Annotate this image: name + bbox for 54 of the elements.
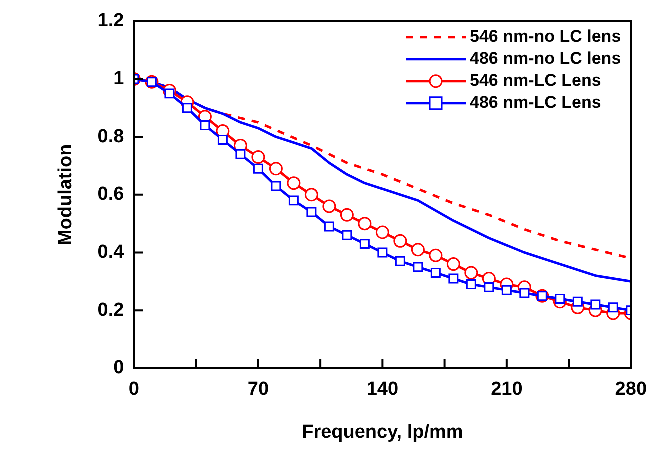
x-axis-title: Frequency, lp/mm [302, 422, 464, 443]
point [429, 248, 443, 262]
point [218, 134, 228, 145]
point [324, 222, 334, 232]
point [322, 200, 336, 214]
point [466, 280, 476, 290]
y-tick-label: 1 [114, 68, 125, 90]
point [376, 226, 390, 240]
y-tick-label: 0 [114, 358, 124, 379]
point [288, 196, 299, 206]
point [253, 164, 264, 174]
point [448, 274, 459, 284]
point [520, 288, 530, 298]
point [304, 188, 318, 202]
legend-label: 546 nm-LC Lens [470, 71, 602, 90]
x-tick-label: 70 [248, 379, 270, 400]
point [430, 268, 441, 278]
y-tick-label: 0.8 [98, 126, 124, 148]
point [446, 258, 460, 272]
y-tick-label: 1.2 [98, 10, 124, 32]
point [287, 176, 301, 190]
point [502, 285, 512, 296]
point [252, 150, 266, 164]
x-tick-label: 210 [491, 379, 523, 400]
y-tick-label: 0.6 [98, 184, 124, 206]
point [590, 300, 601, 310]
point [411, 243, 425, 257]
point [200, 120, 210, 130]
point [608, 302, 618, 313]
point [464, 266, 478, 280]
point [342, 230, 352, 240]
x-tick-label: 140 [366, 379, 399, 400]
point [572, 296, 583, 307]
point [236, 149, 246, 160]
x-tick-label: 0 [128, 379, 140, 400]
point [394, 234, 408, 248]
point [413, 262, 424, 272]
y-tick-label: 0.2 [98, 300, 124, 321]
point [395, 256, 406, 266]
point [378, 248, 388, 258]
point [358, 217, 372, 231]
legend-label: 486 nm-LC Lens [470, 93, 602, 112]
y-tick-label: 0.4 [98, 242, 125, 263]
point [269, 162, 283, 176]
x-tick-label: 280 [615, 379, 647, 400]
legend-label: 486 nm-no LC lens [470, 49, 622, 68]
point [360, 239, 370, 250]
point [484, 282, 494, 292]
point [340, 208, 354, 222]
legend-label: 546 nm-no LC lens [470, 27, 622, 46]
point [182, 103, 192, 114]
y-axis-title: Modulation [56, 144, 77, 246]
point [306, 207, 317, 218]
point [271, 181, 282, 192]
